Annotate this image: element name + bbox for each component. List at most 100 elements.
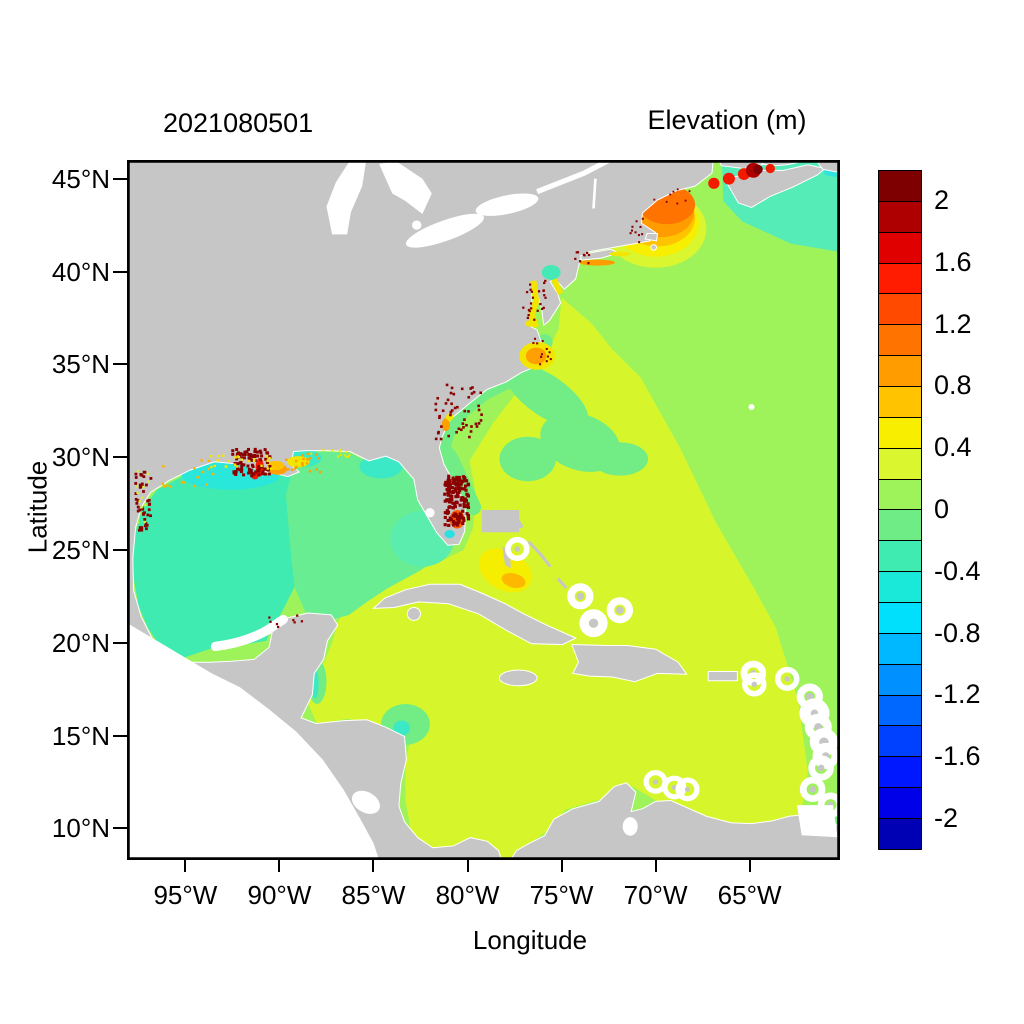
speckle: [217, 454, 220, 458]
speckle: [438, 416, 441, 420]
acklins: [567, 583, 594, 610]
speckle: [193, 484, 197, 488]
speckle: [240, 468, 244, 472]
eleuthera: [527, 540, 552, 568]
speckle: [461, 509, 465, 513]
grand-bahama: [481, 510, 520, 533]
y-tick-mark: [113, 734, 129, 737]
speckle: [446, 484, 451, 488]
speckle: [447, 434, 451, 438]
speckle: [446, 493, 450, 497]
speckle: [452, 479, 456, 483]
speckle: [242, 473, 246, 477]
x-tick-mark: [184, 859, 187, 872]
speckle: [527, 308, 531, 312]
speckle: [443, 492, 447, 496]
speckle: [451, 489, 456, 493]
honduras-teal-core: [393, 720, 411, 736]
speckle: [546, 355, 550, 358]
speckle: [287, 468, 290, 471]
speckle: [544, 279, 547, 283]
speckle: [224, 465, 228, 468]
speckle: [338, 450, 341, 453]
speckle: [138, 508, 142, 512]
speckle: [450, 409, 454, 412]
speckle: [266, 459, 269, 463]
speckle: [460, 480, 464, 484]
speckle: [457, 520, 461, 524]
speckle: [452, 523, 456, 527]
speckle: [456, 405, 459, 409]
x-tick-label: 95°W: [153, 880, 218, 910]
coastal-speckles: [134, 188, 691, 629]
speckle: [463, 418, 466, 421]
speckle: [583, 254, 586, 257]
y-tick-mark: [113, 456, 129, 459]
speckle: [250, 471, 254, 475]
colorbar-tick-label: 0.4: [934, 432, 972, 463]
speckle: [461, 422, 465, 425]
chandeleur-yellow-patch: [286, 456, 310, 468]
speckle: [448, 497, 452, 501]
speckle: [250, 474, 254, 478]
speckle: [145, 527, 148, 531]
speckle: [235, 457, 239, 461]
speckle: [239, 452, 243, 456]
prince-edward-island: [760, 162, 810, 168]
speckle: [466, 513, 470, 518]
caicos: [606, 597, 634, 624]
lake-ontario: [475, 193, 539, 216]
speckle: [472, 390, 476, 394]
east-gulf-region: [282, 451, 444, 619]
speckle: [458, 488, 462, 492]
speckle: [454, 500, 459, 504]
colorbar: [878, 170, 922, 850]
speckle: [456, 516, 461, 520]
speckle: [462, 479, 466, 483]
speckle: [162, 465, 165, 468]
speckle: [465, 504, 469, 508]
speckle: [467, 395, 471, 399]
speckle: [541, 307, 544, 311]
x-tick-mark: [748, 859, 751, 872]
speckle: [205, 483, 209, 486]
lake-maracaibo: [622, 817, 638, 836]
speckle: [462, 426, 465, 429]
speckle: [537, 290, 541, 293]
hatteras-green-finger: [504, 363, 589, 429]
speckle: [260, 464, 263, 467]
speckle: [450, 486, 454, 490]
speckle: [236, 452, 240, 456]
speckle: [331, 449, 334, 452]
speckle: [451, 476, 455, 480]
speckle: [240, 465, 244, 469]
speckle: [541, 340, 544, 343]
speckle: [315, 468, 318, 471]
green-blob-west: [499, 436, 556, 482]
speckle: [238, 468, 242, 472]
speckle: [539, 363, 542, 366]
colorbar-cell: [879, 756, 921, 788]
speckle: [526, 316, 529, 320]
colorbar-cell: [879, 447, 921, 479]
speckle: [246, 447, 251, 451]
speckle: [445, 383, 449, 387]
speckle: [447, 500, 452, 504]
speckle: [453, 406, 457, 410]
colorbar-cell: [879, 231, 921, 263]
speckle: [533, 318, 536, 321]
speckle: [258, 449, 262, 453]
speckle: [639, 225, 642, 229]
speckle: [576, 251, 580, 254]
speckle: [290, 468, 294, 472]
speckle: [575, 251, 578, 254]
speckle: [266, 468, 270, 472]
speckle: [480, 413, 483, 416]
speckle: [142, 485, 145, 489]
speckle: [285, 458, 288, 461]
speckle: [211, 472, 215, 476]
delaware-bay-yellow: [550, 275, 564, 295]
x-tick-mark: [560, 859, 563, 872]
speckle: [210, 465, 213, 469]
li-sound-yellow: [609, 251, 631, 257]
